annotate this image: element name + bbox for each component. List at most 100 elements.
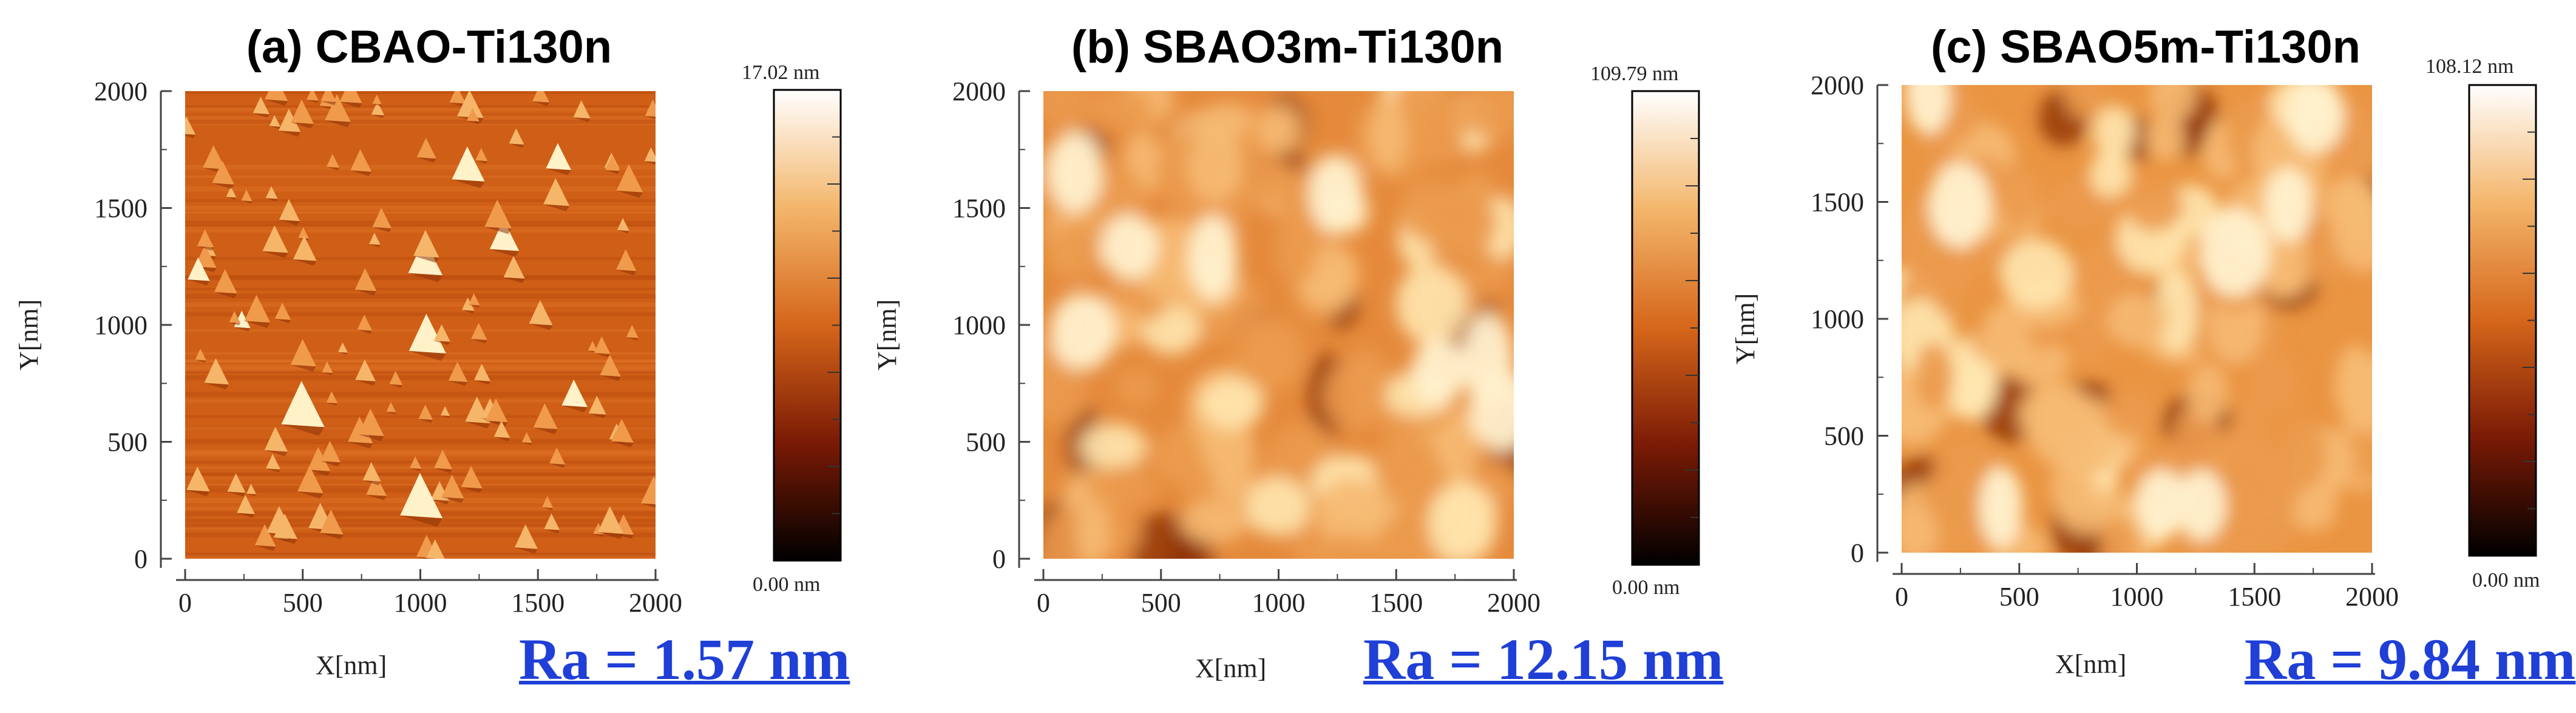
surface-streak [185, 359, 656, 363]
grain [226, 186, 237, 198]
grain [2276, 417, 2326, 491]
grain [354, 268, 377, 292]
grain [461, 466, 483, 489]
grain [1914, 342, 1954, 411]
peak [2175, 469, 2226, 541]
x-tick-label: 0 [1037, 588, 1050, 618]
afm-panel-a: (a) CBAO-Ti130n 0 500 1000 1500 2000 0 500 100… [0, 0, 858, 713]
surface-streak [185, 229, 656, 233]
y-tick-label: 1000 [952, 310, 1006, 340]
grain-shadow [306, 100, 319, 103]
grain-shadow [426, 558, 436, 559]
grain [372, 208, 392, 229]
peak [1928, 162, 1991, 248]
y-tick-label: 1500 [94, 194, 147, 223]
grain [1428, 482, 1497, 559]
surface-streak [185, 225, 656, 229]
surface-streak [185, 364, 656, 369]
grain-shadow [433, 468, 453, 473]
afm-panel-b: (b) SBAO3m-Ti130n 0 500 1000 1500 2000 0 500 1… [858, 0, 1723, 713]
colorbar-min-label: 0.00 nm [1612, 576, 1679, 599]
grain [246, 483, 257, 494]
grain-shadow [543, 204, 570, 211]
grain [1929, 236, 1968, 317]
grain [594, 336, 611, 355]
grain-shadow [413, 256, 439, 263]
grain [371, 101, 385, 116]
grain [626, 324, 639, 338]
grain [2250, 352, 2299, 417]
grain [320, 510, 344, 535]
grain [1369, 100, 1408, 171]
grain [546, 143, 572, 170]
grain [543, 178, 570, 206]
grain [1932, 466, 1990, 547]
grain [279, 108, 301, 132]
grain-shadow [185, 134, 196, 138]
grain [426, 539, 445, 559]
grain [266, 454, 281, 470]
y-tick-label: 500 [107, 428, 147, 457]
grain-shadow [389, 384, 403, 388]
grain-shadow [461, 487, 483, 493]
grain [350, 149, 372, 172]
grain [457, 91, 484, 118]
grain [461, 297, 475, 311]
grain-shadow [430, 499, 450, 505]
grain-shadow [475, 160, 488, 164]
grain-shadow [265, 198, 278, 202]
surface-streak [185, 288, 656, 290]
grain [265, 186, 278, 199]
colorbar-ticks [1686, 138, 1699, 518]
grain [2229, 398, 2270, 482]
grain-shadow [290, 364, 317, 372]
grain-shadow [410, 468, 422, 471]
surface-streak [185, 557, 656, 559]
grain-shadow [307, 469, 331, 476]
grain [532, 91, 550, 103]
grain-shadow [265, 99, 288, 106]
grain [1437, 408, 1479, 489]
grain [372, 94, 382, 104]
grain [484, 199, 512, 229]
grain-shadow [227, 491, 246, 497]
grain-shadow [471, 339, 487, 344]
grain-shadow [600, 375, 621, 381]
grain [1043, 91, 1090, 126]
grain [1201, 425, 1256, 475]
grain-shadow [597, 532, 624, 539]
grain-shadow [279, 219, 300, 225]
colorbar-min-label: 0.00 nm [2472, 569, 2540, 592]
grain-shadow [641, 503, 656, 508]
y-tick-label: 0 [992, 544, 1006, 574]
grain-shadow [473, 380, 491, 385]
grain-shadow [594, 353, 611, 358]
grain [573, 100, 591, 119]
y-tick-label: 1500 [952, 194, 1006, 223]
y-tick-label: 2000 [1811, 70, 1864, 100]
grain-shadow [461, 310, 475, 313]
grain-shadow [241, 200, 253, 204]
grain [290, 339, 317, 367]
grain-shadow [254, 545, 276, 551]
grain [433, 449, 453, 469]
grain [366, 474, 387, 496]
grain-shadow [372, 227, 392, 233]
surface-streak [185, 426, 656, 431]
x-tick-label: 500 [1999, 582, 2039, 612]
grain [452, 146, 485, 182]
grain [416, 137, 436, 159]
grain [1310, 534, 1383, 559]
surface-streak [185, 367, 656, 372]
surface-streak [185, 391, 656, 397]
grain [307, 446, 331, 471]
grain-shadow [449, 102, 466, 107]
y-tick-label: 500 [966, 428, 1006, 457]
grain [2334, 344, 2372, 425]
panel-title: (b) SBAO3m-Ti130n [1071, 21, 1504, 73]
surface-streak [185, 438, 656, 445]
grain-shadow [195, 360, 206, 363]
grain [441, 474, 464, 499]
grain-shadow [186, 490, 210, 497]
